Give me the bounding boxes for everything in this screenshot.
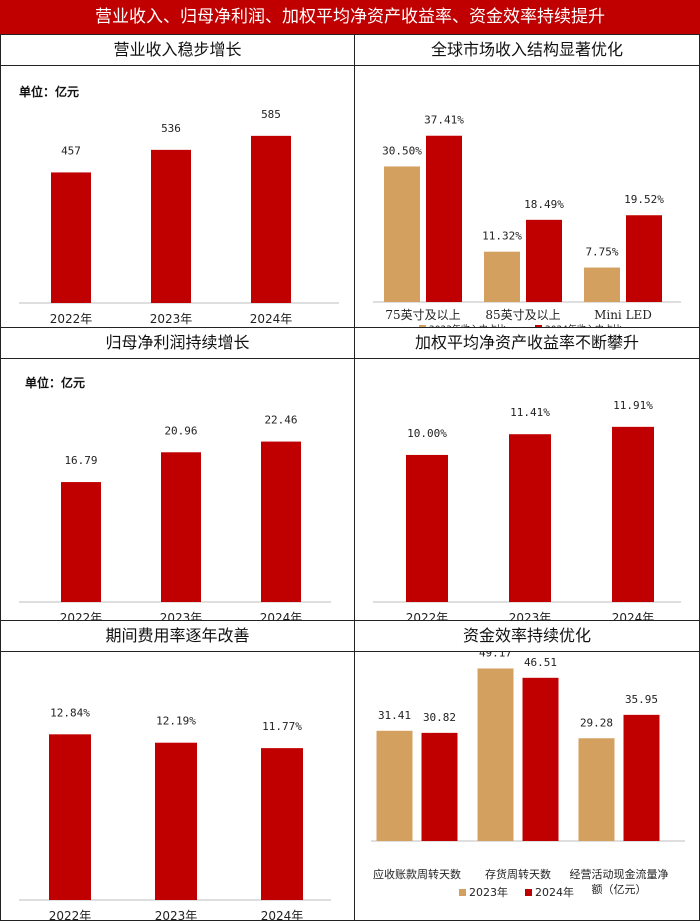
data-label: 11.41% (510, 406, 550, 419)
panel-roe: 加权平均净资产收益率不断攀升 10.00% 2022年 11.41% 2023年 11.… (354, 327, 700, 621)
page-banner-title: 营业收入、归母净利润、加权平均净资产收益率、资金效率持续提升 (0, 0, 700, 34)
data-label: 22.46 (264, 414, 297, 427)
bar-2024年-经营活动现金流量净额（亿元） (623, 714, 660, 841)
category-label: 2024年 (260, 611, 303, 621)
data-label: 30.50% (382, 144, 422, 157)
category-label: 2022年 (406, 611, 449, 621)
data-label: 35.95 (625, 693, 658, 706)
bar-2023年 (161, 452, 201, 602)
panel-market: 全球市场收入结构显著优化 30.50% 37.41% 75英寸及以上 11.32% 18… (354, 34, 700, 328)
data-label: 11.91% (613, 399, 653, 412)
category-label: 额（亿元） (592, 883, 647, 896)
category-label: 存货周转天数 (485, 867, 551, 881)
legend-label: 2024年 (535, 885, 574, 899)
bar-2023年 (151, 149, 191, 303)
bar-2024年 (251, 135, 291, 303)
panel-title: 全球市场收入结构显著优化 (355, 35, 699, 66)
panel-capital: 资金效率持续优化 31.41 30.82 应收账款周转天数 49.17 46.51 存货周… (354, 620, 700, 921)
panel-title: 归母净利润持续增长 (1, 328, 354, 359)
bar-2022年 (49, 734, 91, 900)
category-label: 2023年 (150, 312, 193, 326)
category-label: 2022年 (49, 909, 92, 921)
legend-swatch (419, 325, 426, 328)
bar-2023年收入内占比-75英寸及以上 (384, 166, 420, 302)
category-label: 85英寸及以上 (485, 308, 560, 322)
data-label: 536 (161, 122, 181, 135)
bar-2023年收入内占比-Mini LED (584, 267, 620, 302)
data-label: 11.77% (262, 720, 302, 733)
category-label: 2023年 (160, 611, 203, 621)
data-label: 20.96 (164, 424, 197, 437)
bar-2024年收入内占比-75英寸及以上 (426, 135, 462, 302)
data-label: 10.00% (407, 427, 447, 440)
bar-2024年收入内占比-85英寸及以上 (526, 219, 562, 302)
category-label: 应收账款周转天数 (373, 867, 461, 881)
legend-swatch (525, 889, 532, 896)
panel-title: 加权平均净资产收益率不断攀升 (355, 328, 699, 359)
category-label: 75英寸及以上 (385, 308, 460, 322)
bar-2023年-应收账款周转天数 (376, 730, 413, 841)
category-label: 2024年 (250, 312, 293, 326)
legend-label: 2024年收入内占比 (545, 323, 622, 328)
unit-label: 单位：亿元 (25, 376, 86, 390)
bar-2022年 (406, 454, 448, 602)
data-label: 29.28 (580, 716, 613, 729)
data-label: 18.49% (524, 198, 564, 211)
bar-2024年 (612, 426, 654, 602)
category-label: 2022年 (50, 312, 93, 326)
capital-efficiency-bar-chart: 31.41 30.82 应收账款周转天数 49.17 46.51 存货周转天数 29.28 3… (371, 652, 685, 899)
category-label: 2023年 (155, 909, 198, 921)
legend-label: 2023年收入内占比 (429, 323, 506, 328)
bar-2023年-经营活动现金流量净额（亿元） (578, 738, 615, 841)
data-label: 12.84% (50, 706, 90, 719)
bar-2024年-存货周转天数 (522, 677, 559, 841)
category-label: 经营活动现金流量净 (570, 867, 669, 881)
data-label: 457 (61, 144, 81, 157)
category-label: 2024年 (261, 909, 304, 921)
bar-2023年 (155, 742, 197, 900)
bar-2022年 (61, 482, 101, 602)
bar-2024年-应收账款周转天数 (421, 732, 458, 841)
data-label: 19.52% (624, 193, 664, 206)
panel-revenue: 营业收入稳步增长 单位：亿元 457 2022年 536 2023年 585 2024年 (0, 34, 355, 328)
category-label: 2024年 (612, 611, 655, 621)
legend-swatch (535, 325, 542, 328)
legend-label: 2023年 (469, 885, 508, 899)
bar-2023年 (509, 434, 551, 602)
expense-rate-bar-chart: 12.84% 2022年 12.19% 2023年 11.77% 2024年 (19, 706, 331, 921)
data-label: 585 (261, 108, 281, 121)
data-label: 16.79 (64, 454, 97, 467)
legend-swatch (459, 889, 466, 896)
data-label: 30.82 (423, 711, 456, 724)
data-label: 11.32% (482, 230, 522, 243)
bar-2024年收入内占比-Mini LED (626, 215, 662, 302)
roe-bar-chart: 10.00% 2022年 11.41% 2023年 11.91% 2024年 (373, 399, 681, 621)
market-structure-bar-chart: 30.50% 37.41% 75英寸及以上 11.32% 18.49% 85英寸及以上 7.… (373, 114, 681, 328)
data-label: 37.41% (424, 114, 464, 127)
data-label: 7.75% (585, 246, 618, 259)
data-label: 12.19% (156, 715, 196, 728)
panel-title: 资金效率持续优化 (355, 621, 699, 652)
panel-title: 期间费用率逐年改善 (1, 621, 354, 652)
bar-2023年-存货周转天数 (477, 668, 514, 841)
bar-2023年收入内占比-85英寸及以上 (484, 251, 520, 302)
panel-profit: 归母净利润持续增长 单位：亿元 16.79 2022年 20.96 2023年 22.4… (0, 327, 355, 621)
bar-2024年 (261, 748, 303, 900)
data-label: 46.51 (524, 656, 557, 669)
category-label: 2023年 (509, 611, 552, 621)
unit-label: 单位：亿元 (19, 85, 80, 99)
revenue-bar-chart: 457 2022年 536 2023年 585 2024年 (19, 108, 339, 326)
category-label: 2022年 (60, 611, 103, 621)
category-label: Mini LED (594, 308, 652, 322)
data-label: 49.17 (479, 652, 512, 659)
bar-2022年 (51, 172, 91, 303)
data-label: 31.41 (378, 709, 411, 722)
panel-title: 营业收入稳步增长 (1, 35, 354, 66)
panel-expense: 期间费用率逐年改善 12.84% 2022年 12.19% 2023年 11.77% 20… (0, 620, 355, 921)
bar-2024年 (261, 441, 301, 602)
profit-bar-chart: 16.79 2022年 20.96 2023年 22.46 2024年 (19, 414, 331, 621)
